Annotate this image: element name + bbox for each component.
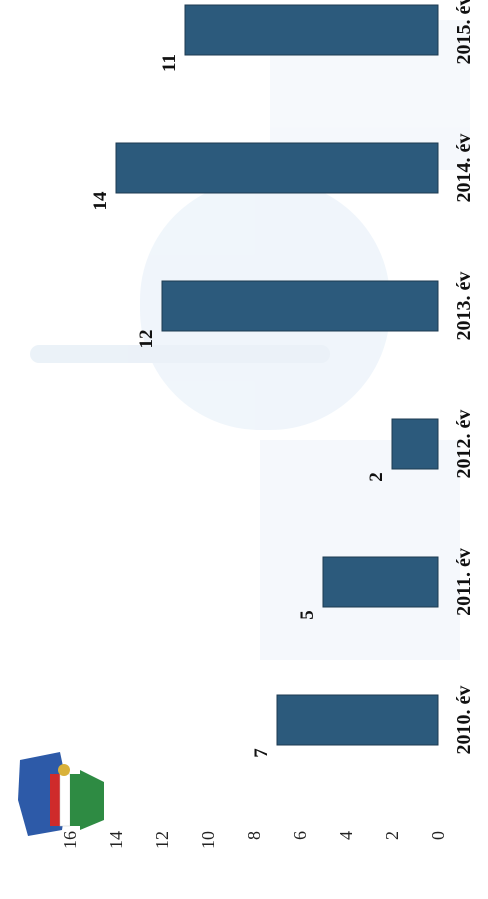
y-tick-label-6: 12 [152, 831, 172, 849]
category-label-5: 2015. év [453, 0, 475, 64]
bar-0 [276, 694, 439, 746]
data-label-4: 14 [90, 191, 111, 211]
category-label-4: 2014. év [453, 134, 475, 203]
bar-3 [161, 280, 439, 332]
data-label-5: 11 [159, 54, 180, 72]
bars-group [115, 4, 439, 746]
y-tick-label-7: 14 [106, 831, 126, 849]
y-tick-label-1: 2 [382, 831, 402, 840]
y-tick-label-2: 4 [336, 831, 356, 840]
bar-1 [322, 556, 439, 608]
data-label-3: 12 [136, 330, 157, 349]
category-labels-group: 2010. év 2011. év 2012. év 2013. év 2014. év… [453, 0, 475, 754]
value-labels-group: 7 5 2 12 14 11 [90, 54, 387, 758]
y-tick-label-8: 16 [60, 831, 80, 849]
category-label-0: 2010. év [453, 686, 475, 755]
plot-area: 7 5 2 12 14 11 2010. év 2011. év 2012. év 2013. … [60, 0, 475, 849]
y-tick-label-4: 8 [244, 831, 264, 840]
y-axis-ticks-group: 0 2 4 6 8 10 12 14 16 [60, 831, 448, 849]
category-label-2: 2012. év [453, 410, 475, 479]
y-tick-label-0: 0 [428, 831, 448, 840]
police-crest-logo [18, 752, 104, 836]
category-label-1: 2011. év [453, 548, 475, 616]
bar-5 [184, 4, 439, 56]
bar-2 [391, 418, 439, 470]
data-label-2: 2 [366, 472, 387, 482]
category-label-3: 2013. év [453, 272, 475, 341]
y-tick-label-5: 10 [198, 831, 218, 849]
data-label-1: 5 [297, 610, 318, 620]
y-tick-label-3: 6 [290, 831, 310, 840]
bar-4 [115, 142, 439, 194]
data-label-0: 7 [251, 748, 272, 758]
